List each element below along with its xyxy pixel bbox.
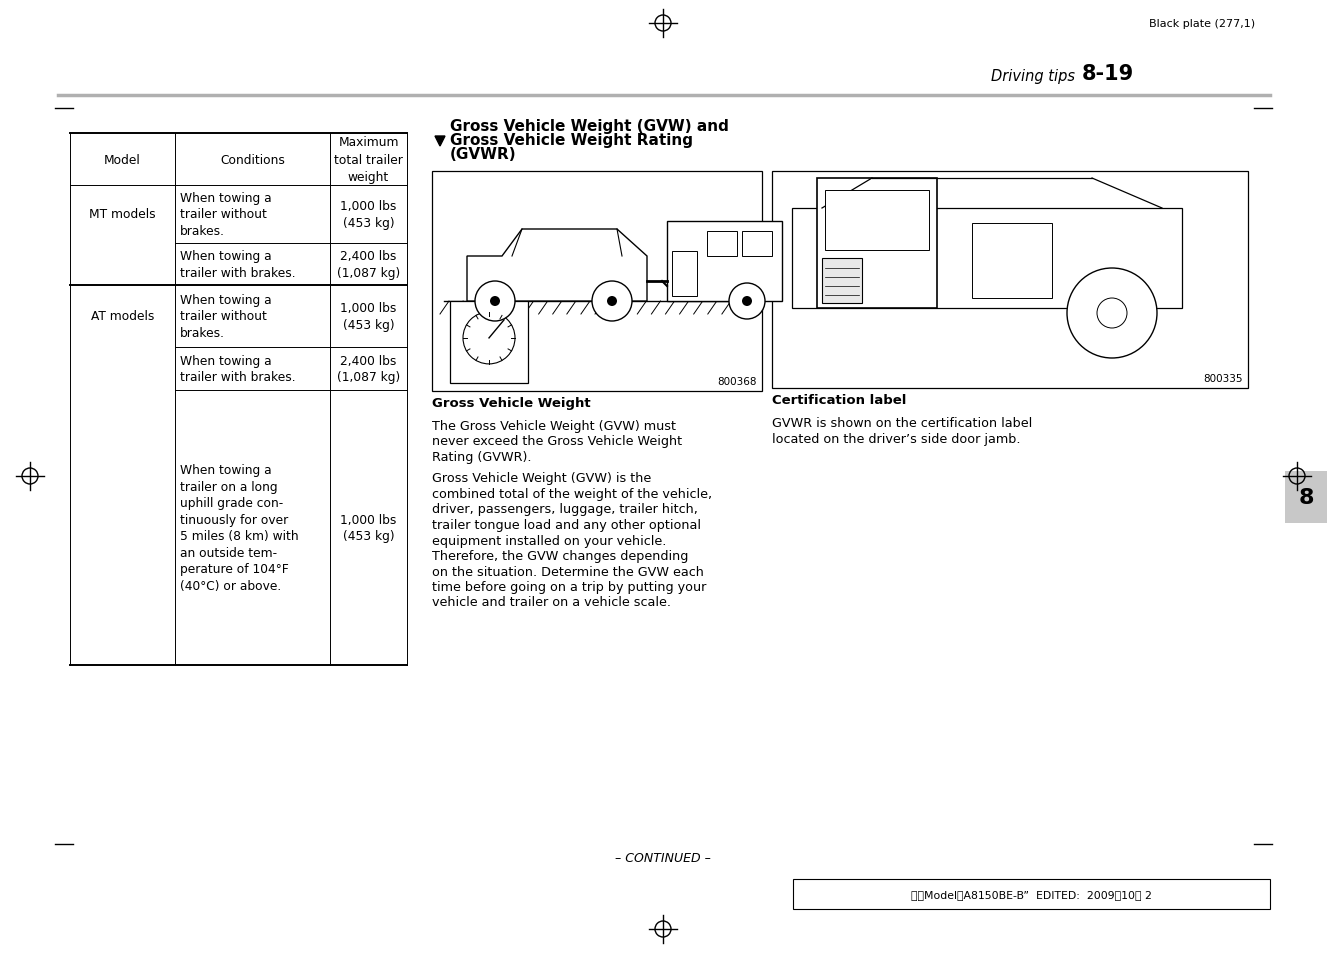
Bar — [450, 302, 528, 384]
Bar — [671, 252, 697, 296]
Bar — [971, 224, 1052, 298]
Text: Gross Vehicle Weight (GVW) and: Gross Vehicle Weight (GVW) and — [450, 119, 729, 133]
Polygon shape — [435, 137, 445, 147]
Text: located on the driver’s side door jamb.: located on the driver’s side door jamb. — [772, 432, 1020, 445]
Text: Model: Model — [104, 153, 141, 167]
Circle shape — [463, 313, 515, 364]
Text: 800368: 800368 — [718, 376, 756, 387]
Text: 8: 8 — [1298, 488, 1314, 507]
Text: 2,400 lbs
(1,087 kg): 2,400 lbs (1,087 kg) — [337, 355, 401, 384]
Text: Driving tips: Driving tips — [991, 69, 1075, 84]
Text: equipment installed on your vehicle.: equipment installed on your vehicle. — [433, 534, 666, 547]
Text: 8-19: 8-19 — [1082, 64, 1135, 84]
Circle shape — [475, 282, 515, 322]
Circle shape — [490, 296, 500, 307]
Text: time before going on a trip by putting your: time before going on a trip by putting y… — [433, 580, 706, 594]
Bar — [433, 172, 762, 392]
Bar — [817, 179, 937, 309]
Text: Gross Vehicle Weight Rating: Gross Vehicle Weight Rating — [450, 132, 693, 148]
Text: AT models: AT models — [90, 310, 154, 323]
Text: 1,000 lbs
(453 kg): 1,000 lbs (453 kg) — [340, 302, 397, 332]
Circle shape — [592, 282, 632, 322]
Text: Black plate (277,1): Black plate (277,1) — [1149, 19, 1255, 29]
Text: Rating (GVWR).: Rating (GVWR). — [433, 451, 532, 463]
Text: (GVWR): (GVWR) — [450, 147, 516, 162]
Text: When towing a
trailer without
brakes.: When towing a trailer without brakes. — [180, 192, 272, 237]
Circle shape — [742, 296, 752, 307]
Bar — [794, 879, 1270, 909]
Bar — [825, 191, 929, 251]
Text: driver, passengers, luggage, trailer hitch,: driver, passengers, luggage, trailer hit… — [433, 503, 698, 516]
Text: The Gross Vehicle Weight (GVW) must: The Gross Vehicle Weight (GVW) must — [433, 419, 675, 433]
Text: Therefore, the GVW changes depending: Therefore, the GVW changes depending — [433, 550, 689, 562]
Text: 北米ModelＢA8150BE-B”  EDITED:  2009／10／ 2: 北米ModelＢA8150BE-B” EDITED: 2009／10／ 2 — [912, 889, 1152, 899]
Text: When towing a
trailer without
brakes.: When towing a trailer without brakes. — [180, 294, 272, 339]
Text: on the situation. Determine the GVW each: on the situation. Determine the GVW each — [433, 565, 703, 578]
Circle shape — [606, 296, 617, 307]
Bar — [667, 222, 782, 302]
Text: Certification label: Certification label — [772, 394, 906, 407]
Text: When towing a
trailer with brakes.: When towing a trailer with brakes. — [180, 250, 296, 279]
Polygon shape — [467, 230, 648, 302]
Bar — [707, 232, 736, 256]
Text: – CONTINUED –: – CONTINUED – — [614, 852, 711, 864]
Text: Conditions: Conditions — [220, 153, 285, 167]
Text: never exceed the Gross Vehicle Weight: never exceed the Gross Vehicle Weight — [433, 435, 682, 448]
Text: 1,000 lbs
(453 kg): 1,000 lbs (453 kg) — [340, 514, 397, 542]
Text: Maximum
total trailer
weight: Maximum total trailer weight — [334, 136, 403, 183]
Text: 2,400 lbs
(1,087 kg): 2,400 lbs (1,087 kg) — [337, 250, 401, 279]
Text: Gross Vehicle Weight: Gross Vehicle Weight — [433, 396, 591, 410]
Text: GVWR is shown on the certification label: GVWR is shown on the certification label — [772, 416, 1032, 430]
Circle shape — [1067, 269, 1157, 358]
Circle shape — [1097, 298, 1127, 329]
Circle shape — [729, 284, 764, 319]
Text: 800335: 800335 — [1204, 374, 1243, 384]
Bar — [1285, 472, 1327, 523]
Text: combined total of the weight of the vehicle,: combined total of the weight of the vehi… — [433, 488, 713, 500]
Text: MT models: MT models — [89, 209, 155, 221]
Bar — [772, 172, 1247, 389]
Bar — [792, 209, 1182, 309]
Text: trailer tongue load and any other optional: trailer tongue load and any other option… — [433, 518, 701, 532]
Bar — [742, 232, 772, 256]
Text: Gross Vehicle Weight (GVW) is the: Gross Vehicle Weight (GVW) is the — [433, 472, 652, 485]
Text: vehicle and trailer on a vehicle scale.: vehicle and trailer on a vehicle scale. — [433, 596, 671, 609]
Text: When towing a
trailer on a long
uphill grade con-
tinuously for over
5 miles (8 : When towing a trailer on a long uphill g… — [180, 464, 299, 592]
Bar — [821, 258, 863, 304]
Text: When towing a
trailer with brakes.: When towing a trailer with brakes. — [180, 355, 296, 384]
Text: 1,000 lbs
(453 kg): 1,000 lbs (453 kg) — [340, 200, 397, 230]
